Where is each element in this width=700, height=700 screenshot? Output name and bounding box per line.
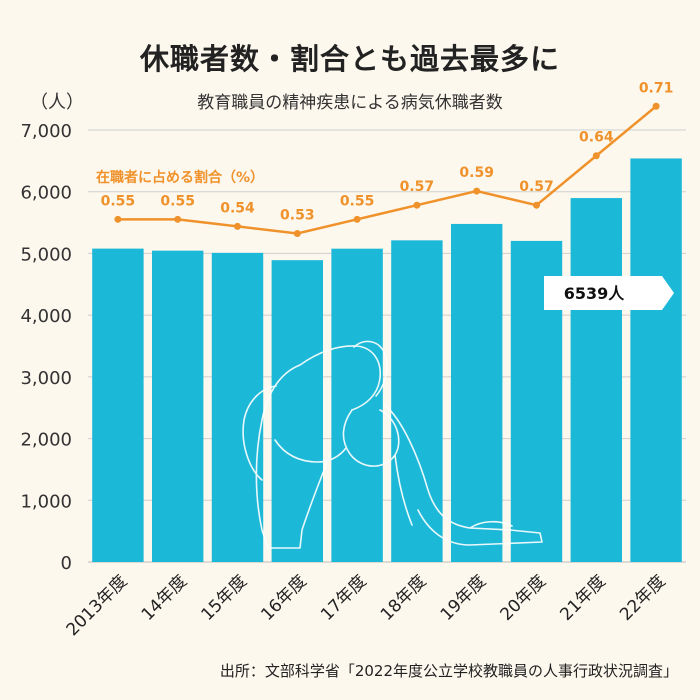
- chart-title: 休職者数・割合とも過去最多に: [139, 42, 560, 76]
- person-illustration: [242, 340, 543, 549]
- ratio-point: [473, 187, 481, 195]
- y-tick-label: 4,000: [20, 306, 72, 327]
- ratio-point: [353, 215, 361, 223]
- ratio-point: [413, 201, 421, 209]
- chart-subtitle: 教育職員の精神疾患による病気休職者数: [197, 93, 503, 113]
- y-tick-label: 7,000: [20, 121, 72, 142]
- ratio-data-label: 0.57: [519, 179, 554, 195]
- callout-box: [544, 276, 674, 310]
- ratio-point: [652, 102, 660, 110]
- ratio-point: [293, 229, 301, 237]
- x-tick-label: 19年度: [437, 571, 490, 624]
- ratio-data-label: 0.53: [280, 207, 315, 223]
- x-tick-label: 14年度: [138, 571, 191, 624]
- ratio-point: [114, 215, 122, 223]
- y-tick-label: 5,000: [20, 244, 72, 265]
- x-tick-label: 20年度: [497, 571, 550, 624]
- ratio-data-label: 0.55: [160, 193, 195, 209]
- bar: [630, 158, 682, 562]
- ratio-line: [117, 105, 657, 235]
- y-tick-label: 2,000: [20, 430, 72, 451]
- bar: [211, 252, 264, 562]
- x-tick-label: 18年度: [377, 571, 430, 624]
- ratio-data-label: 0.64: [579, 130, 614, 146]
- callout-text: 6539人: [564, 284, 626, 303]
- bar: [151, 250, 204, 562]
- bar: [391, 240, 443, 562]
- ratio-data-label: 0.55: [101, 193, 136, 209]
- ratio-point: [174, 215, 182, 223]
- ratio-data-label: 0.57: [400, 179, 435, 195]
- bar: [450, 223, 503, 562]
- ratio-data-label: 0.59: [459, 165, 494, 181]
- x-tick-label: 16年度: [257, 571, 310, 624]
- y-tick-label: 3,000: [20, 368, 72, 389]
- x-tick-label: 17年度: [317, 571, 370, 624]
- x-tick-label: 2013年度: [63, 571, 132, 640]
- ratio-series-label: 在職者に占める割合（%）: [96, 169, 264, 186]
- bar: [570, 198, 623, 562]
- x-tick-label: 15年度: [198, 571, 251, 624]
- y-axis-unit-label: （人）: [30, 92, 84, 113]
- source-note: 出所：文部科学省「2022年度公立学校教職員の人事行政状況調査」: [219, 662, 678, 680]
- bar: [271, 260, 324, 562]
- bar: [331, 248, 383, 562]
- x-tick-label: 22年度: [616, 571, 669, 624]
- ratio-point: [592, 152, 600, 160]
- y-tick-label: 6,000: [20, 183, 72, 204]
- y-tick-label: 0: [61, 553, 72, 574]
- ratio-point: [234, 222, 241, 230]
- ratio-point: [533, 201, 540, 209]
- ratio-data-label: 0.54: [220, 200, 255, 216]
- y-tick-label: 1,000: [20, 491, 72, 512]
- bar: [92, 248, 144, 562]
- ratio-data-label: 0.55: [340, 193, 375, 209]
- x-tick-label: 21年度: [556, 571, 609, 624]
- ratio-data-label: 0.71: [639, 80, 674, 96]
